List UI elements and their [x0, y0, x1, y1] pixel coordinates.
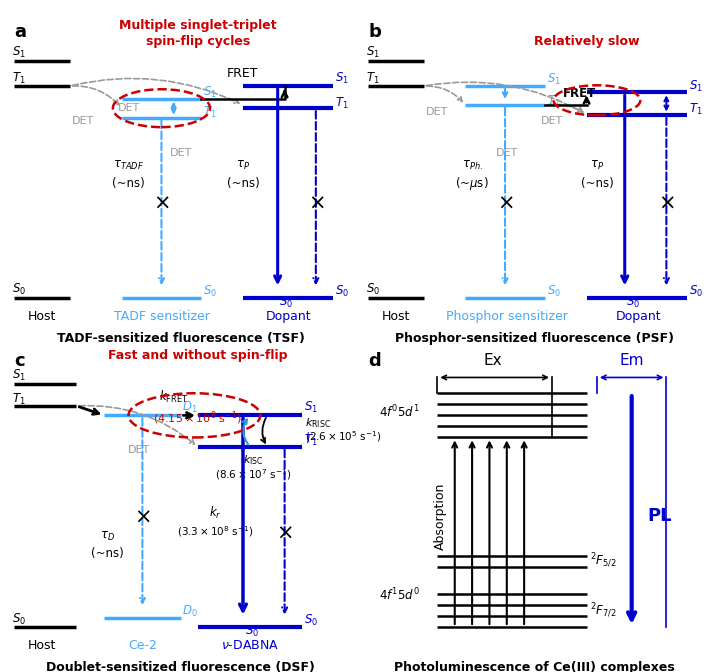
Text: $(8.6\times10^7\ \rm s^{-1})$: $(8.6\times10^7\ \rm s^{-1})$: [215, 467, 292, 482]
Text: (~ns): (~ns): [581, 177, 613, 190]
Text: PL: PL: [647, 507, 672, 526]
Text: b: b: [368, 23, 381, 41]
Text: Dopant: Dopant: [616, 310, 661, 323]
Text: $S_1$: $S_1$: [689, 79, 703, 93]
Text: $\tau_D$: $\tau_D$: [100, 530, 115, 543]
Text: DET: DET: [541, 116, 563, 126]
Text: $T_1$: $T_1$: [203, 106, 217, 120]
Text: $T_1$: $T_1$: [689, 102, 702, 118]
Text: $S_1$: $S_1$: [12, 368, 26, 384]
Text: $T_1$: $T_1$: [304, 433, 317, 448]
Text: $S_0$: $S_0$: [245, 624, 259, 639]
Text: TADF sensitizer: TADF sensitizer: [113, 310, 210, 323]
Text: $T_1$: $T_1$: [547, 94, 560, 110]
Text: (~ns): (~ns): [227, 177, 259, 190]
Text: $(4.15\times10^8\ \rm s^{-1})$: $(4.15\times10^8\ \rm s^{-1})$: [154, 409, 242, 427]
Text: $T_1$: $T_1$: [335, 96, 348, 111]
Text: $T_1$: $T_1$: [12, 392, 26, 407]
Text: $\tau_{TADF}$: $\tau_{TADF}$: [113, 159, 144, 172]
Text: Relatively slow: Relatively slow: [534, 35, 639, 48]
Text: Photoluminescence of Ce(III) complexes: Photoluminescence of Ce(III) complexes: [394, 661, 675, 672]
Text: FRET: FRET: [227, 67, 258, 79]
Text: $\tau_{Ph.}$: $\tau_{Ph.}$: [462, 159, 483, 172]
Text: $\times$: $\times$: [307, 193, 324, 213]
Text: Em: Em: [620, 353, 644, 368]
Text: d: d: [368, 352, 381, 370]
Text: $S_0$: $S_0$: [203, 284, 217, 299]
Text: $k_r$: $k_r$: [209, 505, 222, 521]
Text: DET: DET: [127, 446, 150, 455]
Text: $S_1$: $S_1$: [12, 46, 26, 60]
Text: $S_0$: $S_0$: [12, 612, 26, 626]
Text: $\tau_P$: $\tau_P$: [236, 159, 250, 172]
Text: $(2.6\times10^5\ \rm s^{-1})$: $(2.6\times10^5\ \rm s^{-1})$: [305, 429, 382, 444]
Text: $\times$: $\times$: [658, 193, 675, 213]
Text: $S_0$: $S_0$: [304, 613, 318, 628]
Text: Host: Host: [28, 310, 56, 323]
Text: $D_1$: $D_1$: [182, 400, 198, 415]
Text: Doublet-sensitized fluorescence (DSF): Doublet-sensitized fluorescence (DSF): [46, 661, 315, 672]
Text: $\tau_P$: $\tau_P$: [590, 159, 604, 172]
Text: $(3.3\times10^8\ \rm s^{-1})$: $(3.3\times10^8\ \rm s^{-1})$: [177, 524, 253, 539]
Text: (~$\mu$s): (~$\mu$s): [455, 175, 489, 192]
Text: DET: DET: [118, 103, 139, 114]
Text: (~ns): (~ns): [91, 548, 124, 560]
Text: spin-flip cycles: spin-flip cycles: [146, 35, 250, 48]
Text: Absorption: Absorption: [435, 482, 447, 550]
Text: $k_{\rm RISC}$: $k_{\rm RISC}$: [305, 417, 331, 430]
Text: $S_1$: $S_1$: [547, 72, 561, 87]
Text: Multiple singlet-triplet: Multiple singlet-triplet: [119, 19, 277, 32]
Text: Ce-2: Ce-2: [128, 639, 156, 652]
Text: $\times$: $\times$: [153, 193, 170, 213]
Text: DET: DET: [426, 106, 449, 116]
Text: $\times$: $\times$: [497, 193, 513, 213]
Text: $4f^15d^0$: $4f^15d^0$: [379, 587, 420, 603]
Text: $S_0$: $S_0$: [547, 284, 561, 299]
Text: $S_0$: $S_0$: [627, 294, 641, 310]
Text: $\times$: $\times$: [134, 507, 151, 526]
Text: $S_1$: $S_1$: [366, 46, 380, 60]
Text: DET: DET: [496, 148, 518, 157]
Text: Host: Host: [28, 639, 56, 652]
Text: $T_1$: $T_1$: [366, 71, 380, 86]
Text: TADF-sensitized fluorescence (TSF): TADF-sensitized fluorescence (TSF): [57, 332, 304, 345]
Text: $T_1$: $T_1$: [12, 71, 26, 86]
Text: (~ns): (~ns): [112, 177, 145, 190]
Text: $S_0$: $S_0$: [335, 284, 349, 299]
Text: $^2F_{5/2}$: $^2F_{5/2}$: [590, 552, 617, 570]
Text: $S_0$: $S_0$: [689, 284, 703, 299]
Text: Phosphor-sensitized fluorescence (PSF): Phosphor-sensitized fluorescence (PSF): [395, 332, 674, 345]
Text: DET: DET: [72, 116, 95, 126]
Text: Phosphor sensitizer: Phosphor sensitizer: [446, 310, 568, 323]
Text: FRET: FRET: [563, 87, 596, 100]
Text: Dopant: Dopant: [266, 310, 311, 323]
Text: $k_{\rm FRET}$: $k_{\rm FRET}$: [159, 389, 188, 405]
Text: $S_0$: $S_0$: [280, 294, 294, 310]
Text: $^2F_{7/2}$: $^2F_{7/2}$: [590, 602, 617, 620]
Text: DET: DET: [169, 148, 192, 157]
Text: $S_1$: $S_1$: [304, 400, 318, 415]
Text: $S_1$: $S_1$: [335, 71, 349, 86]
Text: $S_0$: $S_0$: [12, 282, 26, 297]
Text: Fast and without spin-flip: Fast and without spin-flip: [108, 349, 287, 362]
Text: $S_0$: $S_0$: [366, 282, 380, 297]
Text: c: c: [14, 352, 25, 370]
Text: a: a: [14, 23, 26, 41]
Text: $S_1$: $S_1$: [203, 85, 217, 100]
Text: $\times$: $\times$: [276, 522, 293, 542]
Text: $\nu$-DABNA: $\nu$-DABNA: [221, 639, 279, 652]
Text: $k_{\rm ISC}$: $k_{\rm ISC}$: [243, 453, 263, 466]
Text: Host: Host: [382, 310, 410, 323]
Text: $4f^05d^1$: $4f^05d^1$: [379, 404, 420, 421]
Text: Ex: Ex: [484, 353, 502, 368]
Text: $D_0$: $D_0$: [182, 603, 198, 619]
